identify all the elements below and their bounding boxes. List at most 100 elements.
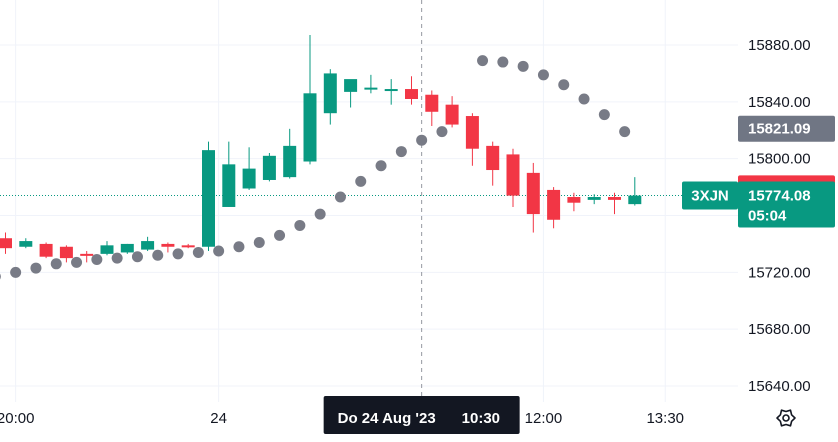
candle <box>628 177 642 206</box>
candle-body <box>161 243 175 247</box>
y-axis: 15640.00 15680.00 15720.00 15800.00 15840.00… <box>748 37 811 395</box>
sar-dot <box>477 55 489 67</box>
sar-dot <box>50 258 62 270</box>
candle <box>587 194 601 205</box>
candle-body <box>262 155 276 180</box>
candle-body <box>486 145 500 171</box>
sar-dot <box>314 208 326 220</box>
sar-dot <box>131 251 143 263</box>
sar-dot <box>355 175 367 187</box>
candle <box>59 245 73 263</box>
candle <box>283 128 297 179</box>
sar-dot <box>111 252 123 264</box>
candle <box>262 152 276 182</box>
candle <box>202 141 215 252</box>
candle <box>161 242 175 253</box>
candle-body <box>628 195 642 205</box>
sar-dot <box>192 246 204 258</box>
candle <box>526 162 540 233</box>
candle-body <box>567 197 581 203</box>
candle <box>323 69 337 125</box>
candle <box>445 96 459 128</box>
candle-body <box>181 245 195 248</box>
candle-body <box>202 150 215 247</box>
price-tag: 15821.09 <box>738 115 835 142</box>
candle-body <box>384 89 398 92</box>
candle <box>303 35 317 165</box>
candle <box>100 241 114 256</box>
candle-body <box>506 154 520 196</box>
candle <box>80 251 94 263</box>
candle <box>19 238 33 249</box>
sar-dot <box>233 241 245 253</box>
price-tag-bg <box>738 181 835 228</box>
candle <box>567 192 581 212</box>
sar-dot <box>537 69 549 81</box>
candle-body <box>80 253 94 256</box>
candle-body <box>283 145 297 178</box>
y-tick-label: 15800.00 <box>748 151 811 168</box>
candle <box>344 79 358 108</box>
candle <box>608 192 621 215</box>
candle-body <box>323 73 337 114</box>
candle <box>405 76 418 105</box>
candle-body <box>526 172 540 215</box>
sar-dot <box>30 262 42 274</box>
candle <box>506 148 520 207</box>
crosshair-time-label: 10:30 <box>462 410 500 427</box>
candle <box>364 74 378 94</box>
candle-body <box>608 197 621 200</box>
symbol-tag-label: 3XJN <box>691 187 729 204</box>
candle-body <box>344 79 358 92</box>
candlestick-series <box>0 35 642 263</box>
candle-body <box>222 164 236 207</box>
grid-lines <box>0 0 738 402</box>
candle <box>384 79 398 105</box>
candle-body <box>465 116 479 149</box>
candle-body <box>425 94 439 112</box>
candle-body <box>19 241 33 247</box>
candle-body <box>445 104 459 125</box>
candle-body <box>364 87 378 90</box>
candle <box>181 243 195 249</box>
x-tick-label: 13:30 <box>646 410 684 427</box>
sar-dot <box>71 256 83 268</box>
candle-body <box>405 89 418 99</box>
settings-icon[interactable] <box>776 409 796 427</box>
crosshair-time-label-bg <box>323 396 520 434</box>
sar-dot <box>395 146 407 158</box>
candle <box>39 242 53 259</box>
gear-icon-outline <box>776 409 796 427</box>
sar-dot <box>10 266 22 278</box>
x-tick-label: 20:00 <box>0 410 34 427</box>
price-tag-bg <box>738 115 835 142</box>
sar-dot <box>619 126 631 138</box>
candle-body <box>59 246 73 259</box>
symbol-tag-bg <box>682 181 738 210</box>
candle <box>222 141 236 207</box>
sar-dot <box>91 254 103 266</box>
candle <box>0 232 12 254</box>
crosshair: Do 24 Aug '23 10:30 <box>323 0 520 434</box>
candle <box>425 90 439 126</box>
candle <box>486 141 500 186</box>
candle-body <box>587 197 601 200</box>
candle-body <box>303 93 317 162</box>
sar-dot <box>375 160 387 172</box>
price-tag-value: 15821.09 <box>748 121 811 138</box>
sar-dot <box>274 229 286 241</box>
x-tick-label: 12:00 <box>525 410 563 427</box>
candle-body <box>141 241 155 250</box>
x-tick-label: 24 <box>210 410 227 427</box>
sar-dot <box>558 79 570 91</box>
y-tick-label: 15640.00 <box>748 378 811 395</box>
candle <box>141 236 155 252</box>
candle-body <box>547 189 561 220</box>
candle-body <box>242 168 256 189</box>
sar-dot <box>0 273 1 280</box>
candle-body <box>39 243 53 257</box>
sar-dot <box>294 219 306 231</box>
